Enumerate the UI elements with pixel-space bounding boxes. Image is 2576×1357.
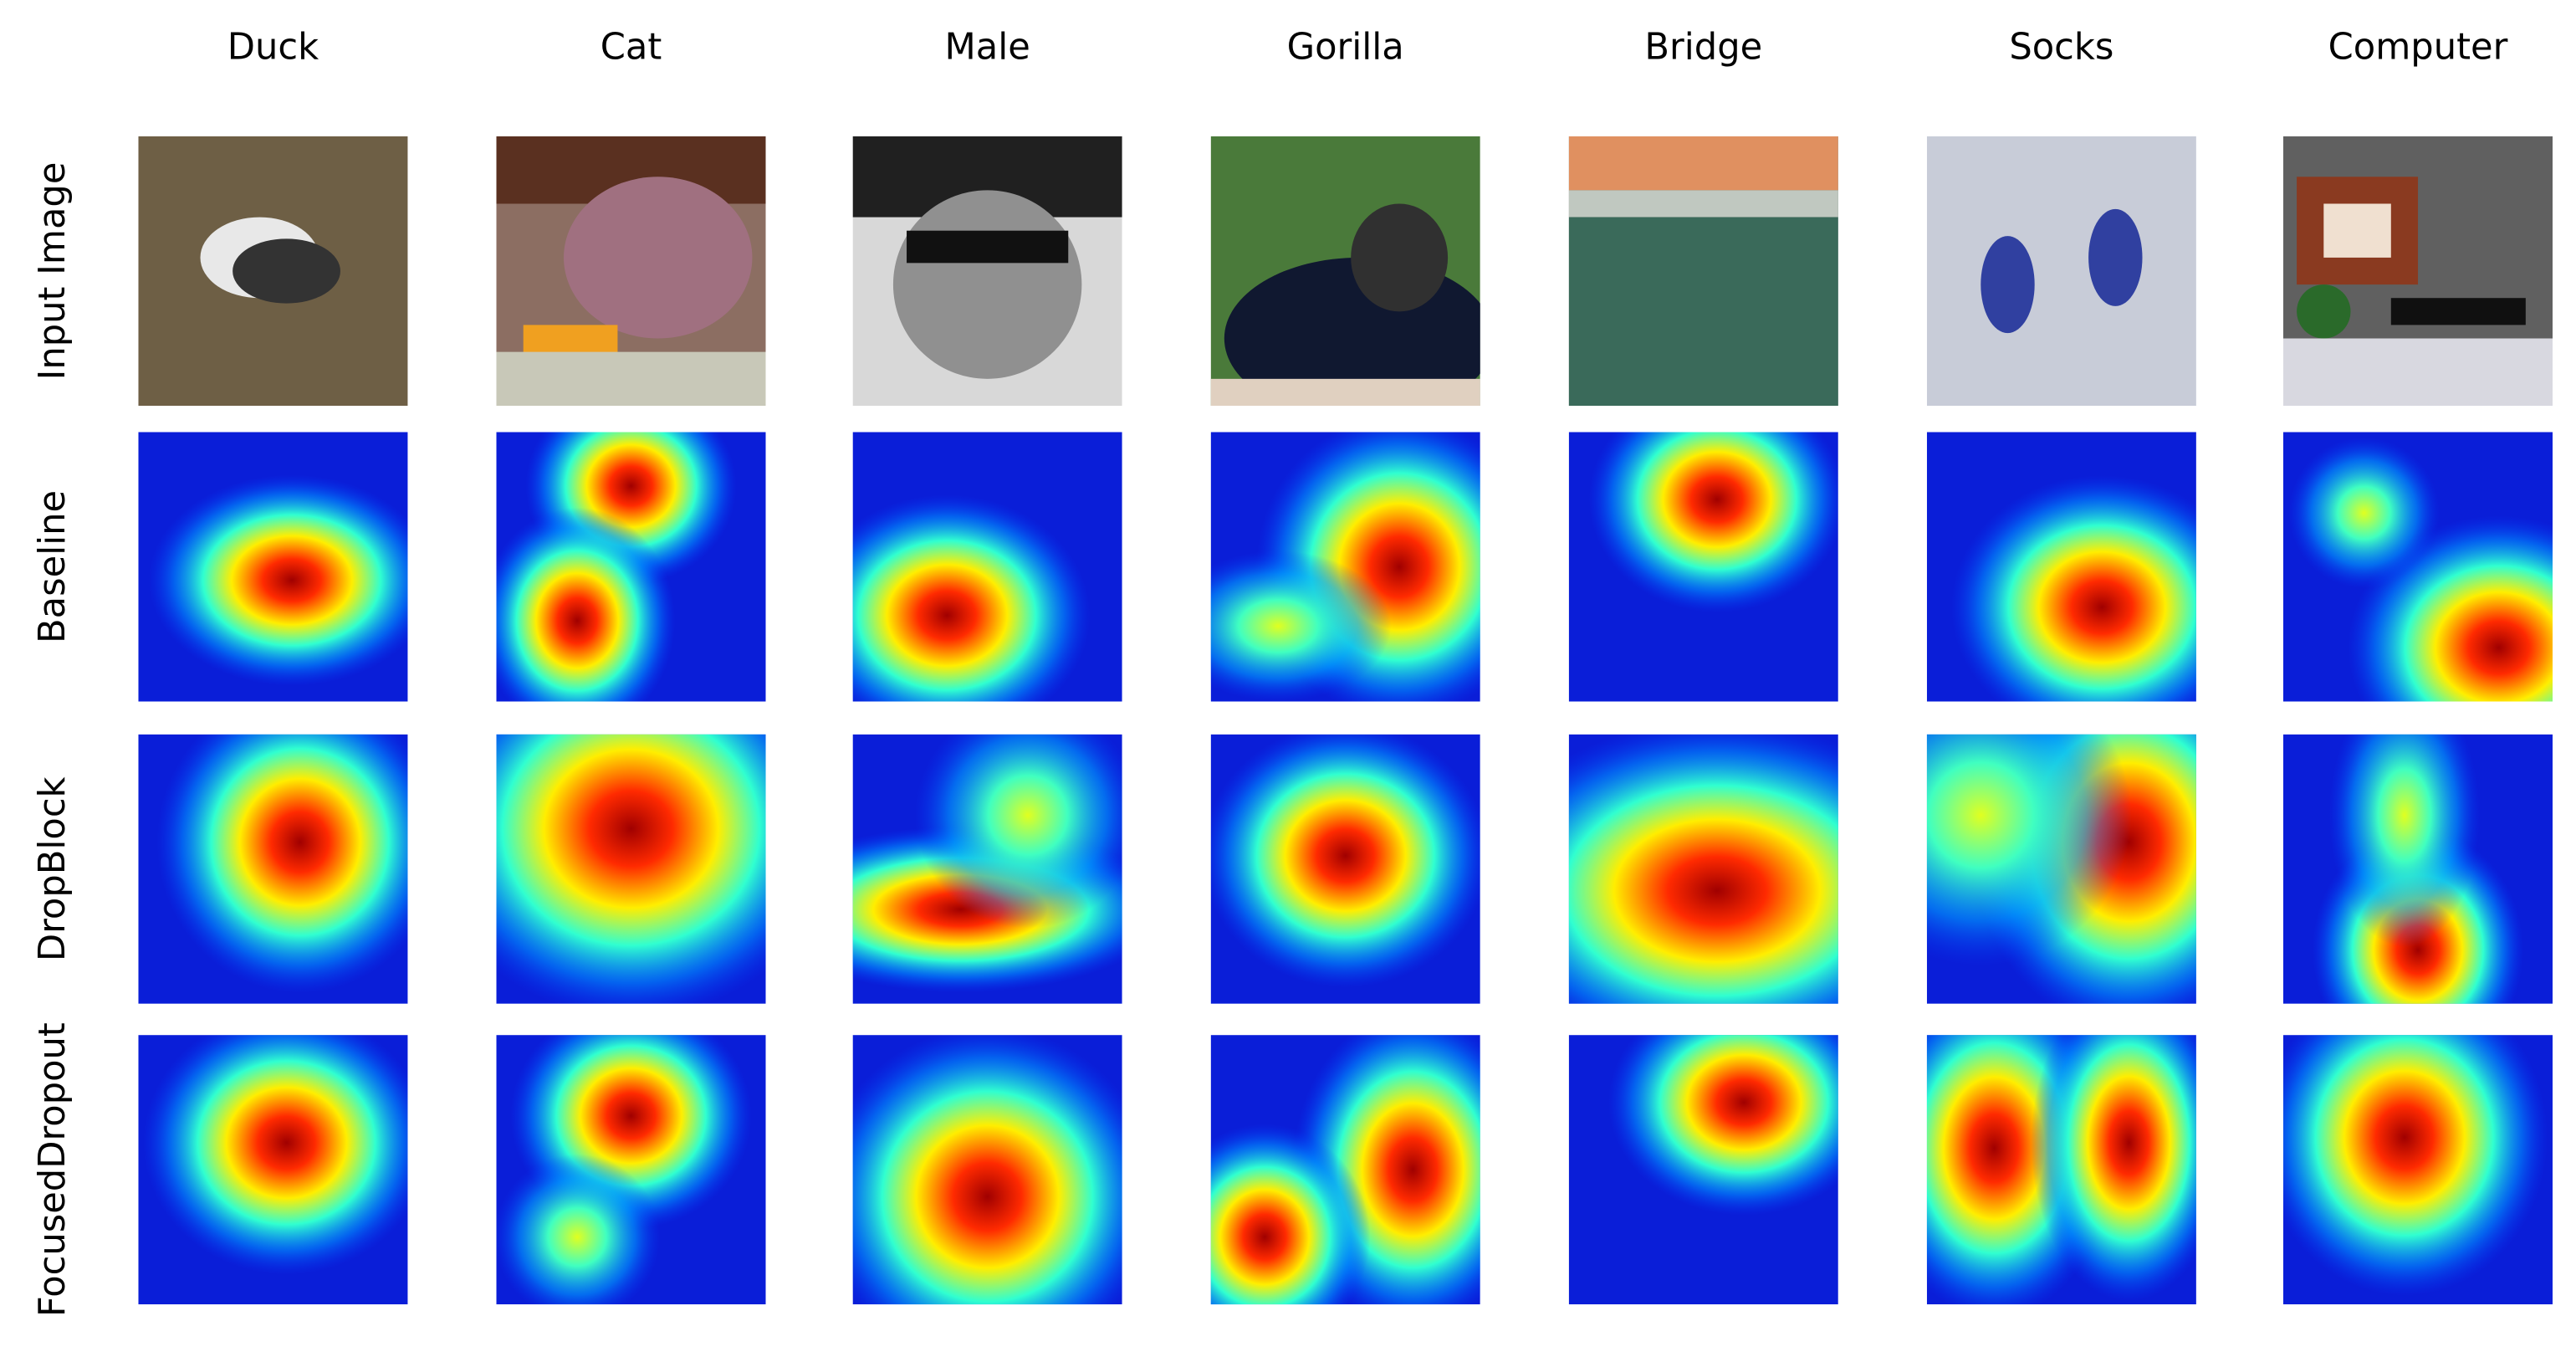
input-image [1210,136,1480,407]
input-image [1568,136,1838,407]
heatmap [2282,734,2553,1004]
column-label: Computer [2328,26,2508,68]
heat-blob [496,734,766,1004]
heatmap [1926,1035,2196,1305]
heat-blob [1588,432,1838,613]
image-part [2282,338,2553,407]
heatmap [1568,734,1838,1004]
heat-blob [2288,437,2440,589]
image-part [564,177,753,339]
row-label: Baseline [32,490,74,643]
heatmap [2282,432,2553,702]
input-image [1926,136,2196,407]
heatmap [496,1035,766,1305]
heatmap [1926,432,2196,702]
heatmap [1926,734,2196,1004]
image-part [1568,136,1838,191]
input-image [2282,136,2553,407]
column-label: Gorilla [1287,26,1404,68]
heat-blob [1950,475,2196,702]
heatmap [2282,1035,2553,1305]
image-part [892,190,1082,379]
input-image [138,136,408,407]
heat-blob [1210,550,1392,702]
row-label: FocusedDropout [32,1022,74,1317]
input-image [496,136,766,407]
image-bg [1926,136,2196,407]
heat-blob [156,734,408,993]
image-part [1210,378,1480,407]
heat-blob [2031,1035,2196,1302]
image-part [907,230,1069,264]
column-label: Bridge [1644,26,1762,68]
heatmap [1568,432,1838,702]
heat-blob [2282,1035,2548,1296]
image-part [496,351,766,407]
heat-blob [1210,1124,1371,1305]
image-part [1351,203,1449,312]
column-label: Socks [2009,26,2113,68]
heatmap [138,432,408,702]
row-label: DropBlock [32,776,74,961]
heatmap [138,1035,408,1305]
column-label: Duck [227,26,319,68]
image-part [1568,190,1838,218]
heat-blob [1210,734,1480,988]
image-part [233,238,340,304]
heatmap [1210,734,1480,1004]
heat-blob [852,494,1091,702]
heat-blob [143,1035,408,1275]
heat-blob [496,1154,661,1305]
heatmap [496,734,766,1004]
row-label: Input Image [32,162,74,381]
heat-blob [1926,734,2132,966]
heat-blob [496,507,676,702]
heatmap [496,432,766,702]
heat-blob [1568,734,1838,1004]
heat-blob [2328,734,2481,948]
heatmap [138,734,408,1004]
image-part [2323,203,2391,258]
heat-blob [852,1035,1122,1305]
heatmap [852,1035,1122,1305]
heatmap [1568,1035,1838,1305]
image-part [2088,208,2143,306]
heat-blob [1607,1035,1838,1216]
heatmap [852,432,1122,702]
heat-blob [914,734,1122,929]
input-image [852,136,1122,407]
heatmap [1210,1035,1480,1305]
heatmap [852,734,1122,1004]
heatmap [1210,432,1480,702]
column-label: Male [944,26,1030,68]
image-part [2390,298,2526,325]
image-part [1568,217,1838,407]
heat-blob [148,474,408,686]
image-part [2297,284,2351,339]
column-label: Cat [601,26,662,68]
image-part [1981,236,2035,334]
